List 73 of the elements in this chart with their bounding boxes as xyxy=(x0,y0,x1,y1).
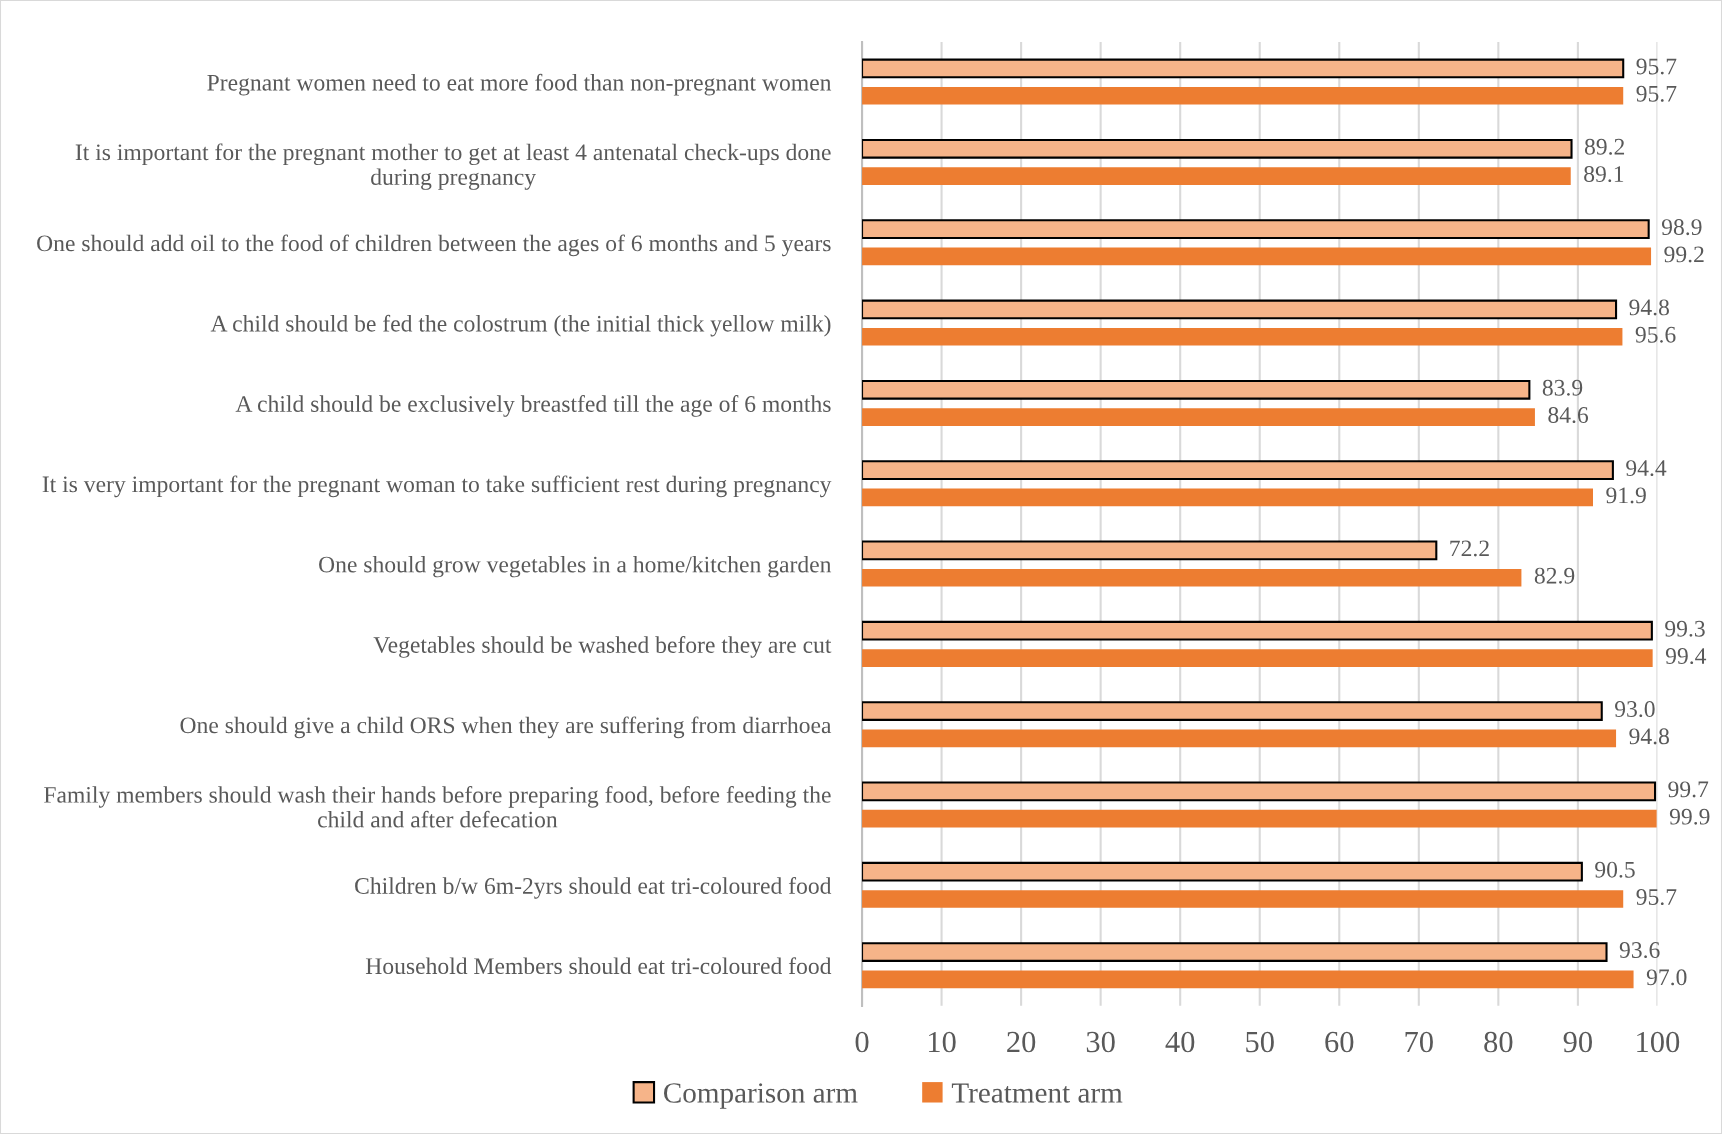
y-tick-label: It is very important for the pregnant woman to take sufficient rest during pregnancy xyxy=(42,475,832,498)
y-tick-label: One should add oil to the food of children between the ages of 6 months and 5 years xyxy=(37,234,831,257)
data-label: 99.9 xyxy=(1669,808,1710,825)
data-label: 97.0 xyxy=(1646,969,1687,986)
data-label: 94.4 xyxy=(1626,460,1667,477)
x-tick-label: 90 xyxy=(1563,1031,1592,1053)
y-tick-label: A child should be exclusively breastfed till the age of 6 months xyxy=(235,395,831,417)
x-tick-label: 50 xyxy=(1246,1031,1274,1053)
data-label: 99.3 xyxy=(1665,620,1705,637)
data-label: 99.4 xyxy=(1665,648,1707,665)
bar xyxy=(862,299,1618,320)
bar xyxy=(862,942,1608,962)
bar xyxy=(862,970,1634,989)
data-label: 90.5 xyxy=(1595,861,1635,878)
data-label: 95.7 xyxy=(1636,58,1677,75)
x-tick-label: 100 xyxy=(1637,1031,1680,1053)
x-tick-label: 20 xyxy=(1007,1031,1036,1053)
bar xyxy=(862,86,1624,105)
data-label: 93.6 xyxy=(1619,942,1660,959)
data-label: 72.2 xyxy=(1450,540,1489,557)
y-tick-label: Pregnant women need to eat more food than non-pregnant women xyxy=(207,73,832,96)
y-tick-label: Children b/w 6m-2yrs should eat tri-coloured food xyxy=(355,877,832,899)
x-tick-label: 60 xyxy=(1325,1031,1354,1053)
y-tick-label: One should give a child ORS when they are suffering from diarrhoea xyxy=(180,716,832,739)
bar xyxy=(862,138,1573,159)
bar xyxy=(862,219,1650,239)
x-tick-label: 70 xyxy=(1405,1031,1433,1053)
data-label: 84.6 xyxy=(1548,407,1589,424)
bar xyxy=(862,861,1583,882)
bar xyxy=(862,729,1617,748)
y-tick-label: Family members should wash their hands before preparing food, before feeding the child and after defecation xyxy=(44,785,831,828)
data-label: 99.2 xyxy=(1664,246,1704,263)
bar xyxy=(862,460,1614,480)
bar xyxy=(862,327,1623,346)
data-label: 89.2 xyxy=(1584,138,1625,155)
bar xyxy=(862,701,1603,721)
bar xyxy=(862,809,1657,828)
bar xyxy=(862,488,1593,507)
bar xyxy=(862,167,1571,185)
bar xyxy=(862,620,1653,641)
legend-label: Comparison arm xyxy=(663,1083,858,1109)
data-label: 95.6 xyxy=(1635,326,1676,343)
data-label: 94.8 xyxy=(1629,728,1669,745)
x-tick-label: 30 xyxy=(1086,1031,1115,1053)
data-label: 89.1 xyxy=(1584,166,1624,183)
bar xyxy=(862,540,1438,561)
x-tick-label: 40 xyxy=(1165,1031,1195,1053)
y-tick-label: It is important for the pregnant mother to get at least 4 antenatal check-ups done during pregnancy xyxy=(75,143,831,190)
bar xyxy=(862,58,1625,79)
y-tick-label: Household Members should eat tri-coloured food xyxy=(365,957,832,975)
data-label: 95.7 xyxy=(1636,889,1677,906)
bar xyxy=(862,568,1522,587)
bar xyxy=(862,247,1652,266)
data-label: 98.9 xyxy=(1661,219,1702,236)
x-tick-label: 10 xyxy=(928,1031,956,1053)
data-label: 93.0 xyxy=(1615,701,1655,718)
bar xyxy=(862,379,1531,400)
x-tick-label: 80 xyxy=(1484,1031,1513,1053)
bar xyxy=(862,649,1653,667)
bar xyxy=(862,781,1657,802)
bar xyxy=(862,890,1624,908)
y-tick-label: A child should be fed the colostrum (the initial thick yellow milk) xyxy=(210,314,831,337)
data-label: 95.7 xyxy=(1636,85,1677,102)
y-tick-label: One should grow vegetables in a home/kitchen garden xyxy=(319,555,832,578)
data-label: 94.8 xyxy=(1629,299,1669,316)
data-label: 82.9 xyxy=(1534,567,1575,584)
y-tick-label: Vegetables should be washed before they are cut xyxy=(373,636,832,658)
data-label: 91.9 xyxy=(1606,487,1646,504)
data-label: 99.7 xyxy=(1668,781,1709,798)
data-label: 83.9 xyxy=(1542,379,1583,396)
x-tick-label: 0 xyxy=(855,1031,869,1053)
bar xyxy=(862,408,1535,426)
legend-label: Treatment arm xyxy=(951,1083,1123,1103)
